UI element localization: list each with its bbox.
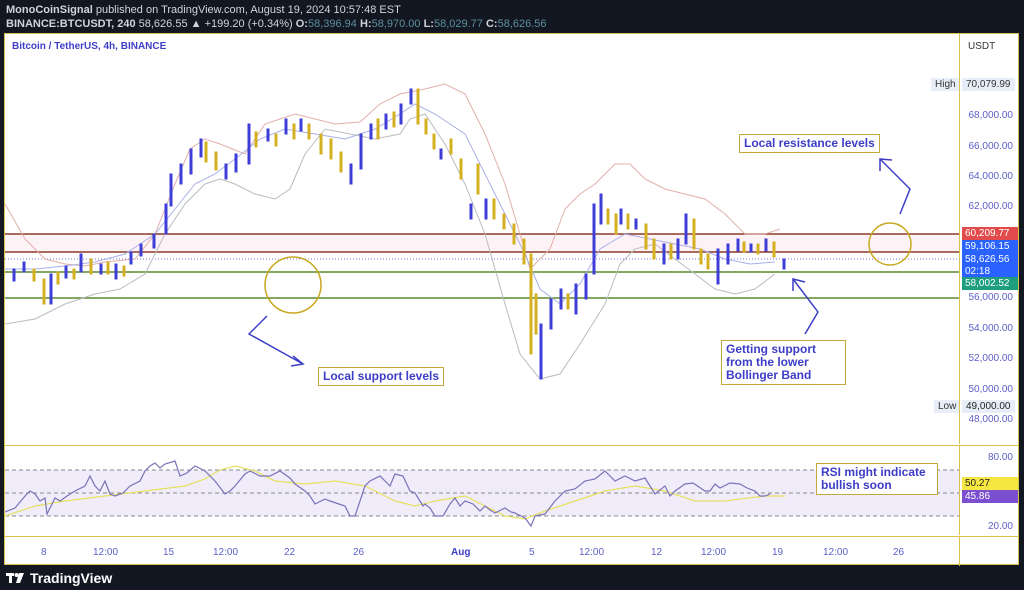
chart-symbol-title: Bitcoin / TetherUS, 4h, BINANCE xyxy=(12,41,167,52)
high-value: 58,970.00 xyxy=(371,18,421,30)
last-price: 58,626.55 xyxy=(138,18,188,30)
support-upper-tag: 58,002.52 xyxy=(962,277,1018,290)
time-label: 26 xyxy=(893,547,905,558)
time-label: 22 xyxy=(284,547,296,558)
price-tick: 68,000.00 xyxy=(968,110,1014,121)
close-label: C: xyxy=(485,18,498,30)
high-value-tag: 70,079.99 xyxy=(962,78,1015,91)
price-tick: 50,000.00 xyxy=(968,384,1014,395)
high-marker-label: High xyxy=(931,78,960,91)
rsi-tick-80: 80.00 xyxy=(987,452,1013,463)
low-marker-label: Low xyxy=(934,400,961,413)
time-label: 15 xyxy=(163,547,175,558)
high-label: H: xyxy=(359,18,372,30)
publisher-name[interactable]: MonoCoinSignal xyxy=(6,4,93,16)
symbol-line: BINANCE:BTCUSDT, 240 58,626.55 ▲ +199.20… xyxy=(6,17,1018,31)
price-tick: 66,000.00 xyxy=(968,141,1014,152)
bollinger-arrow xyxy=(792,278,819,335)
resistance-highlight-circle xyxy=(868,222,912,266)
low-label: L: xyxy=(423,18,434,30)
low-value: 58,029.77 xyxy=(433,18,483,30)
candles xyxy=(12,88,786,380)
candle-countdown: 02:18 xyxy=(962,265,1018,277)
footer-bar: TradingView xyxy=(0,566,1024,590)
tradingview-logo[interactable]: TradingView xyxy=(6,570,112,586)
open-value: 58,396.94 xyxy=(307,18,357,30)
support-highlight-circle xyxy=(264,256,322,314)
support-arrow xyxy=(247,315,304,365)
current-price-tag: 58,626.56 xyxy=(962,253,1018,266)
rsi-ma-line xyxy=(5,465,785,520)
rsi-plot xyxy=(5,460,959,528)
axis-corner xyxy=(959,536,1019,566)
close-value: 58,626.56 xyxy=(497,18,547,30)
rsi-pane[interactable]: RSI might indicate bullish soon xyxy=(5,445,959,535)
publish-line: MonoCoinSignal published on TradingView.… xyxy=(6,3,1018,17)
annotation-rsi[interactable]: RSI might indicate bullish soon xyxy=(816,463,938,495)
price-tick: 64,000.00 xyxy=(968,171,1014,182)
open-label: O: xyxy=(295,18,308,30)
resistance-arrow xyxy=(879,158,911,215)
time-label-month: Aug xyxy=(451,547,471,558)
brand-name: TradingView xyxy=(30,570,113,586)
time-label: 26 xyxy=(353,547,365,558)
time-label: 12:00 xyxy=(579,547,605,558)
time-label: 12:00 xyxy=(823,547,849,558)
price-tick: 52,000.00 xyxy=(968,353,1014,364)
time-label: 19 xyxy=(772,547,784,558)
candlestick-plot xyxy=(5,83,959,380)
change-up-icon: ▲ xyxy=(190,18,202,30)
low-value-tag: 49,000.00 xyxy=(962,400,1015,413)
rsi-line xyxy=(5,460,771,528)
annotation-bollinger[interactable]: Getting support from the lower Bollinger… xyxy=(721,340,846,385)
rsi-value-tag: 45.86 xyxy=(962,490,1018,503)
price-chart[interactable]: Bitcoin / TetherUS, 4h, BINANCE Local re… xyxy=(5,34,961,444)
time-label: 12:00 xyxy=(93,547,119,558)
time-label: 8 xyxy=(41,547,47,558)
annotation-resistance[interactable]: Local resistance levels xyxy=(739,134,880,153)
time-label: 12:00 xyxy=(701,547,727,558)
bollinger-basis xyxy=(5,103,776,305)
resistance-upper-tag: 60,209.77 xyxy=(962,227,1018,240)
price-tick: 54,000.00 xyxy=(968,323,1014,334)
price-tick: 62,000.00 xyxy=(968,201,1014,212)
rsi-axis[interactable]: 80.00 50.27 45.86 20.00 xyxy=(959,445,1019,535)
time-label: 12 xyxy=(651,547,663,558)
time-label: 5 xyxy=(529,547,535,558)
price-tick: 48,000.00 xyxy=(968,414,1014,425)
publish-header: MonoCoinSignal published on TradingView.… xyxy=(0,0,1024,32)
symbol-label: BINANCE:BTCUSDT, 240 xyxy=(6,18,136,30)
bollinger-upper xyxy=(5,83,781,270)
price-change: +199.20 (+0.34%) xyxy=(204,18,293,30)
published-text: published on TradingView.com, August 19,… xyxy=(95,4,401,16)
currency-label[interactable]: USDT xyxy=(968,41,996,52)
chart-frame: Bitcoin / TetherUS, 4h, BINANCE Local re… xyxy=(4,33,1019,566)
price-axis[interactable]: USDT 70,079.99 68,000.00 66,000.00 64,00… xyxy=(959,34,1019,444)
price-tick: 56,000.00 xyxy=(968,292,1014,303)
rsi-ma-value-tag: 50.27 xyxy=(962,477,1018,490)
time-axis[interactable]: 8 12:00 15 12:00 22 26 Aug 5 12:00 12 12… xyxy=(5,536,959,566)
resistance-lower-tag: 59,106.15 xyxy=(962,240,1018,253)
bollinger-lower xyxy=(5,113,776,380)
annotation-support[interactable]: Local support levels xyxy=(318,367,445,386)
time-label: 12:00 xyxy=(213,547,239,558)
tradingview-logo-icon xyxy=(6,573,24,583)
rsi-tick-20: 20.00 xyxy=(987,521,1013,532)
